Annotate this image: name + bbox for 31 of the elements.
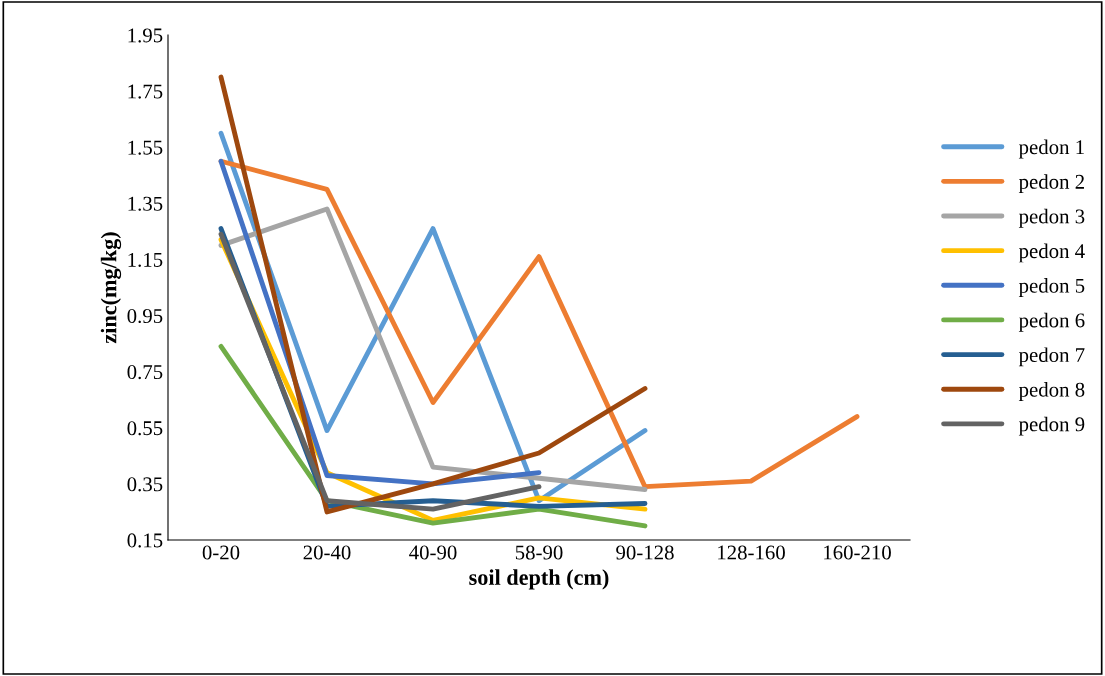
y-tick-label: 0.95 (127, 308, 163, 324)
y-tick-label: 1.75 (128, 84, 163, 99)
legend-label: pedon 4 (1018, 243, 1085, 263)
y-tick-label: 0.35 (127, 477, 163, 492)
x-tick-label: 0-20 (202, 545, 240, 560)
y-tick-label: 0.15 (127, 533, 163, 548)
legend-label: pedon 5 (1018, 278, 1085, 298)
y-axis-title: zinc(mg/kg) (100, 232, 122, 344)
x-axis-title: soil depth (cm) (469, 569, 609, 590)
line-series (218, 74, 648, 515)
x-tick-label: 128-160 (718, 545, 785, 560)
line-series (218, 231, 542, 512)
line-series (218, 343, 648, 529)
x-tick-label: 20-40 (303, 545, 351, 560)
y-tick-label: 1.55 (128, 140, 163, 155)
x-tick-label: 90-128 (616, 545, 674, 560)
legend-label: pedon 6 (1018, 312, 1085, 332)
x-tick-label: 160-210 (824, 545, 891, 560)
legend-label: pedon 7 (1018, 347, 1085, 367)
y-tick-label: 1.95 (128, 28, 163, 43)
legend-label: pedon 2 (1018, 174, 1084, 194)
legend-label: pedon 1 (1018, 139, 1084, 159)
y-tick-label: 0.75 (127, 365, 163, 380)
legend-label: pedon 9 (1018, 416, 1085, 436)
y-tick-label: 0.55 (127, 421, 163, 436)
legend-label: pedon 8 (1018, 382, 1085, 401)
legend-label: pedon 3 (1018, 208, 1085, 228)
y-tick-label: 1.15 (128, 252, 163, 267)
y-tick-label: 1.35 (128, 196, 163, 211)
x-tick-label: 58-90 (515, 545, 563, 560)
x-tick-label: 40-90 (409, 545, 457, 560)
